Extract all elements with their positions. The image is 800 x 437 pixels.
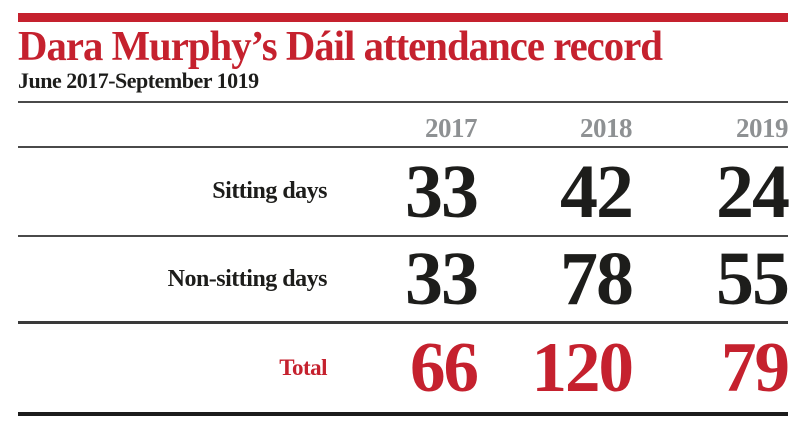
sitting-days-2017-value: 33 (405, 149, 479, 234)
table-row-non-sitting-days: Non-sitting days 33 78 55 (18, 237, 790, 324)
row-label-total: Total (279, 355, 327, 380)
date-range-subtitle: June 2017-September 1019 (18, 68, 259, 93)
non-sitting-days-2018-value: 78 (560, 237, 634, 321)
sitting-days-2019-value: 24 (716, 149, 790, 234)
total-2019-value: 79 (721, 328, 790, 407)
top-accent-bar (18, 13, 788, 22)
column-header-2018: 2018 (580, 113, 633, 143)
row-label-non-sitting-days: Non-sitting days (167, 265, 328, 292)
total-2018-value: 120 (531, 328, 635, 407)
column-header-2017: 2017 (425, 113, 478, 143)
table-header-row: 2017 2018 2019 (18, 101, 789, 148)
total-2017-value: 66 (410, 328, 479, 407)
attendance-table: 2017 2018 2019 Sitting days 33 42 24 Non… (18, 101, 790, 416)
table-row-sitting-days: Sitting days 33 42 24 (18, 148, 790, 237)
non-sitting-days-2017-value: 33 (405, 237, 479, 321)
row-label-sitting-days: Sitting days (212, 178, 327, 204)
table-row-total: Total 66 120 79 (18, 324, 790, 416)
page-title: Dara Murphy’s Dáil attendance record (18, 24, 663, 70)
non-sitting-days-2019-value: 55 (716, 237, 790, 321)
column-header-2019: 2019 (736, 113, 789, 143)
sitting-days-2018-value: 42 (560, 149, 634, 234)
